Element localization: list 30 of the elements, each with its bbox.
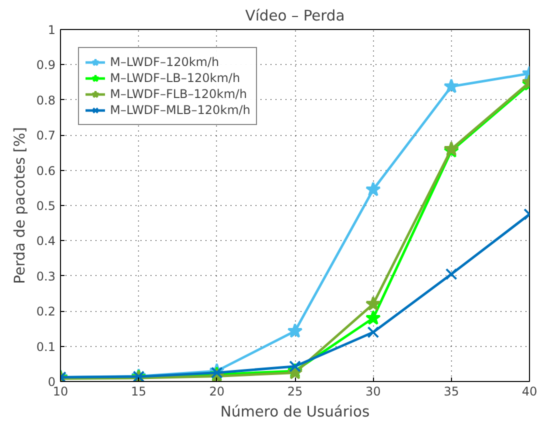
y-tick-label: 0.6 [36, 164, 56, 178]
y-tick-label: 0.4 [36, 234, 56, 248]
point [287, 323, 303, 338]
y-tick-label: 0.7 [36, 128, 56, 143]
y-tick-label: 0.2 [36, 304, 56, 319]
y-tick-label: 1 [48, 23, 56, 37]
point [289, 360, 301, 372]
legend-label: M–LWDF–LB–120km/h [110, 70, 240, 86]
x-tick-label: 35 [444, 384, 459, 398]
point [366, 182, 381, 196]
y-axis-title: Perda de pacotes [%] [11, 127, 28, 284]
x-tick-label: 20 [209, 384, 224, 398]
point [366, 296, 381, 311]
y-tick-label: 0.9 [36, 58, 56, 72]
x-tick-label: 25 [287, 384, 303, 398]
chart-title: Vídeo – Perda [245, 8, 345, 24]
point [366, 310, 381, 325]
point [367, 326, 380, 338]
y-tick-label: 0.5 [36, 199, 56, 213]
y-tick-label: 0.1 [36, 340, 56, 354]
legend-label: M–LWDF–120km/h [110, 54, 220, 70]
x-axis-title: Número de Usuários [220, 404, 370, 420]
y-tick-label: 0.8 [36, 93, 56, 108]
y-tick-label: 0.3 [36, 269, 56, 284]
legend-label: M–LWDF–FLB–120km/h [110, 86, 247, 102]
x-tick-label: 30 [366, 384, 381, 398]
legend-label: M–LWDF–MLB–120km/h [110, 102, 250, 118]
x-tick-label: 15 [131, 384, 146, 398]
x-tick-label: 40 [522, 384, 537, 398]
point [210, 366, 223, 379]
